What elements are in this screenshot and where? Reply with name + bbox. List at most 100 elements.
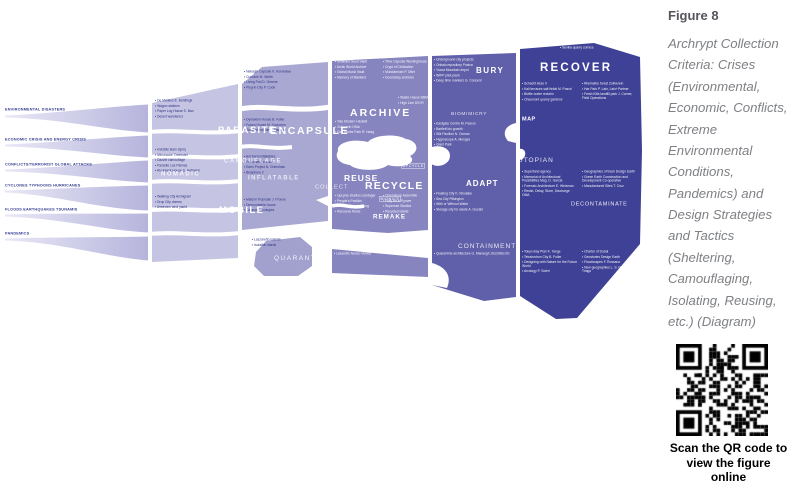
project-item-cluster: ▪ Sevilla quarry cornice (560, 46, 620, 51)
project-item-cluster: ▪ Underground city projects ▪ Onkalo repo… (434, 58, 514, 84)
project-item: ▪ Zollverein OMA (335, 125, 360, 129)
project-item: ▪ Yucca Mountain depot (434, 68, 469, 73)
project-item: ▪ Biosphere 2 (244, 170, 264, 175)
project-item: ▪ Geostories Design Earth (582, 255, 621, 259)
project-item: ▪ Ant Farm inflatables (244, 155, 276, 159)
strategy-label-adapt: ADAPT (466, 179, 499, 188)
project-item: ▪ Caravan typologies (244, 208, 275, 213)
qr-note-line1: Scan the QR code to (669, 441, 788, 456)
project-item-cluster: ▪ Maison Tropicale J. Prouve ▪ Demountabl… (244, 198, 326, 214)
project-item: ▪ Schacht Asse II (522, 82, 547, 86)
flow-band-environmental-disasters (5, 104, 148, 133)
crisis-label: FLOODS EARTHQUAKES TSUNAMIS (5, 207, 78, 212)
crisis-label: PANDEMICS (5, 231, 30, 236)
strategy-label-upcycle: UPCYCLE (401, 163, 426, 169)
project-item: ▪ Isolation wards (252, 243, 277, 247)
column-bury-adapt-containment (432, 53, 516, 301)
project-item: ▪ Crypt of Civilization (383, 65, 414, 69)
flow-band-cyclones (5, 185, 148, 211)
figure-caption-text: Archrypt Collection Criteria: Crises (En… (668, 36, 788, 329)
quarantine-pocket (254, 237, 312, 276)
project-item: ▪ Sevilla quarry cornice (560, 46, 594, 50)
project-item: ▪ Storage city for waste A. Isozaki (434, 207, 483, 212)
project-item: ▪ Kali terraces salt fields M. Franzi (522, 87, 572, 91)
project-item: ▪ Eastgate Centre M. Pearce (434, 122, 476, 126)
project-item: ▪ Lazzaretto islands (252, 238, 281, 242)
project-item: ▪ With or Without Water (434, 202, 469, 207)
figure-caption-panel: Figure 8 Archrypt Collection Criteria: C… (668, 0, 789, 484)
strategy-label-bionics: BIONICS (379, 196, 401, 202)
project-item-cluster: ▪ Walking City Archigram ▪ Drop City dome… (155, 195, 235, 211)
project-item: ▪ Demountable house (244, 203, 276, 207)
strategy-label-biomimicry: BIOMIMICRY (451, 111, 488, 117)
flow-gaps (149, 104, 365, 237)
strategy-label-nomadic: NOMADIC (161, 170, 201, 177)
project-item: ▪ Plug-in City P. Cook (244, 85, 276, 90)
project-item: ▪ Recycled Island (383, 209, 409, 214)
project-item: ▪ Superfund agency (522, 170, 551, 174)
project-item-cluster: ▪ Waste House BBM ▪ High Line DS+R (398, 96, 428, 107)
project-item: ▪ Chaumont quarry gardens (522, 97, 563, 102)
project-item: ▪ Sea City Pilkington (434, 197, 464, 201)
project-item-cluster: ▪ Ant Farm inflatables ▪ Pneumatic cocoon… (244, 155, 326, 176)
crisis-label: ECONOMIC CRISIS AND ENERGY CRISIS (5, 137, 87, 142)
project-item: ▪ Superuse Studios (383, 204, 412, 209)
project-item: ▪ Mundaneum P. Otlet (383, 70, 415, 75)
column-recover-utopian-decontaminate (520, 43, 642, 319)
project-item-cluster: ▪ Superfund agency ▪ Memorial of Architec… (522, 170, 638, 197)
project-item: ▪ Upcycle Studios Lendager (335, 194, 376, 198)
project-item: ▪ Futuro House M. Suuronen (244, 123, 286, 127)
project-item: ▪ Quarantine architecture G. Manaugh, BL… (434, 252, 510, 256)
project-item: ▪ Wagon stations (155, 104, 180, 108)
project-item: ▪ Invisible Barn stpmj (155, 148, 186, 152)
strategy-label-remake: REMAKE (373, 213, 407, 220)
strategy-label-recover: RECOVER (540, 62, 613, 74)
project-item: ▪ Cineroleum Assemble (383, 194, 418, 198)
project-item: ▪ Arcology P. Soleri (522, 269, 550, 274)
white-notch-adapt (430, 146, 450, 166)
crisis-label: CONFLICTS/TERRORIST GLOBAL ATTACKS (5, 162, 93, 167)
white-notch-containment (432, 263, 449, 288)
project-item: ▪ Desert wanderers (155, 114, 184, 119)
project-item-cluster: ▪ Lazaretto Nuovo Venice (334, 252, 394, 257)
project-item: ▪ Memorial of Architectural Possibilitie… (522, 175, 563, 183)
flow-band-economic-crisis (5, 135, 148, 158)
strategy-label-map: MAP (522, 116, 536, 122)
strategy-label-parasite: PARASITE (218, 125, 277, 136)
project-item-cluster: ▪ Svalbard Seed Vault ▪ Arctic World Arch… (335, 60, 427, 81)
project-item: ▪ Dymaxion House B. Fuller (244, 118, 285, 122)
project-item: ▪ Mirrorcube Treehotel (155, 153, 188, 157)
project-item: ▪ Deep time markers G. Consent (434, 79, 482, 83)
qr-code (676, 344, 768, 437)
project-item: ▪ Onkalo repository Posiva (434, 63, 473, 67)
project-item: ▪ New geographies L. S. Nadir, G. Triago (582, 265, 632, 274)
project-item: ▪ Bartlett bio growth (434, 127, 463, 131)
project-item-cluster: ▪ Schacht Asse II ▪ Kali terraces salt fi… (522, 82, 638, 102)
project-item: ▪ Resist, Delay, Store, Discharge OMA (522, 189, 570, 197)
project-item: ▪ Manufactured Sites T. Cruz (582, 184, 624, 188)
project-item: ▪ Doomsday archives (383, 75, 415, 80)
project-item-cluster: ▪ Invisible Barn stpmj ▪ Mirrorcube Treeh… (155, 148, 235, 174)
project-item: ▪ Waste House BBM (398, 96, 428, 100)
white-notch-bury (504, 123, 516, 143)
project-item: ▪ Resource Rows (335, 209, 361, 214)
project-item-cluster: ▪ Dymaxion House B. Fuller ▪ Futuro House… (244, 118, 326, 134)
project-item-cluster: ▪ De Markies E. Bohtlingk ▪ Wagon station… (155, 99, 235, 120)
crisis-label: ENVIRONMENTAL DISASTERS (5, 107, 66, 112)
project-item: ▪ Floating City K. Kikutake (434, 192, 472, 196)
strategy-label-camouflage: CAMOUFLAGE (224, 157, 282, 164)
strategy-label-encapsule: ENCAPSULE (270, 125, 350, 137)
project-item: ▪ Silk Pavilion N. Oxman (434, 132, 470, 137)
project-item-cluster: ▪ Nakagin Capsule K. Kurokawa ▪ Cushicle … (244, 70, 326, 91)
project-item: ▪ High Line DS+R (398, 101, 424, 105)
strategy-label-utopian: UTOPIAN (518, 156, 554, 164)
column-archive-lower-band (332, 249, 428, 277)
strategy-label-quarantine: QUARANTINE (274, 254, 332, 262)
flow-band-pandemics (5, 236, 148, 261)
strategy-label-containment: CONTAINMENT (458, 242, 517, 250)
project-item: ▪ Global Music Vault (335, 70, 365, 75)
project-item: ▪ Rucksack House S. Hofmann (155, 169, 201, 173)
column-camouflage-nomadic (152, 84, 238, 262)
project-item: ▪ Biville crater reclaim (522, 92, 554, 97)
